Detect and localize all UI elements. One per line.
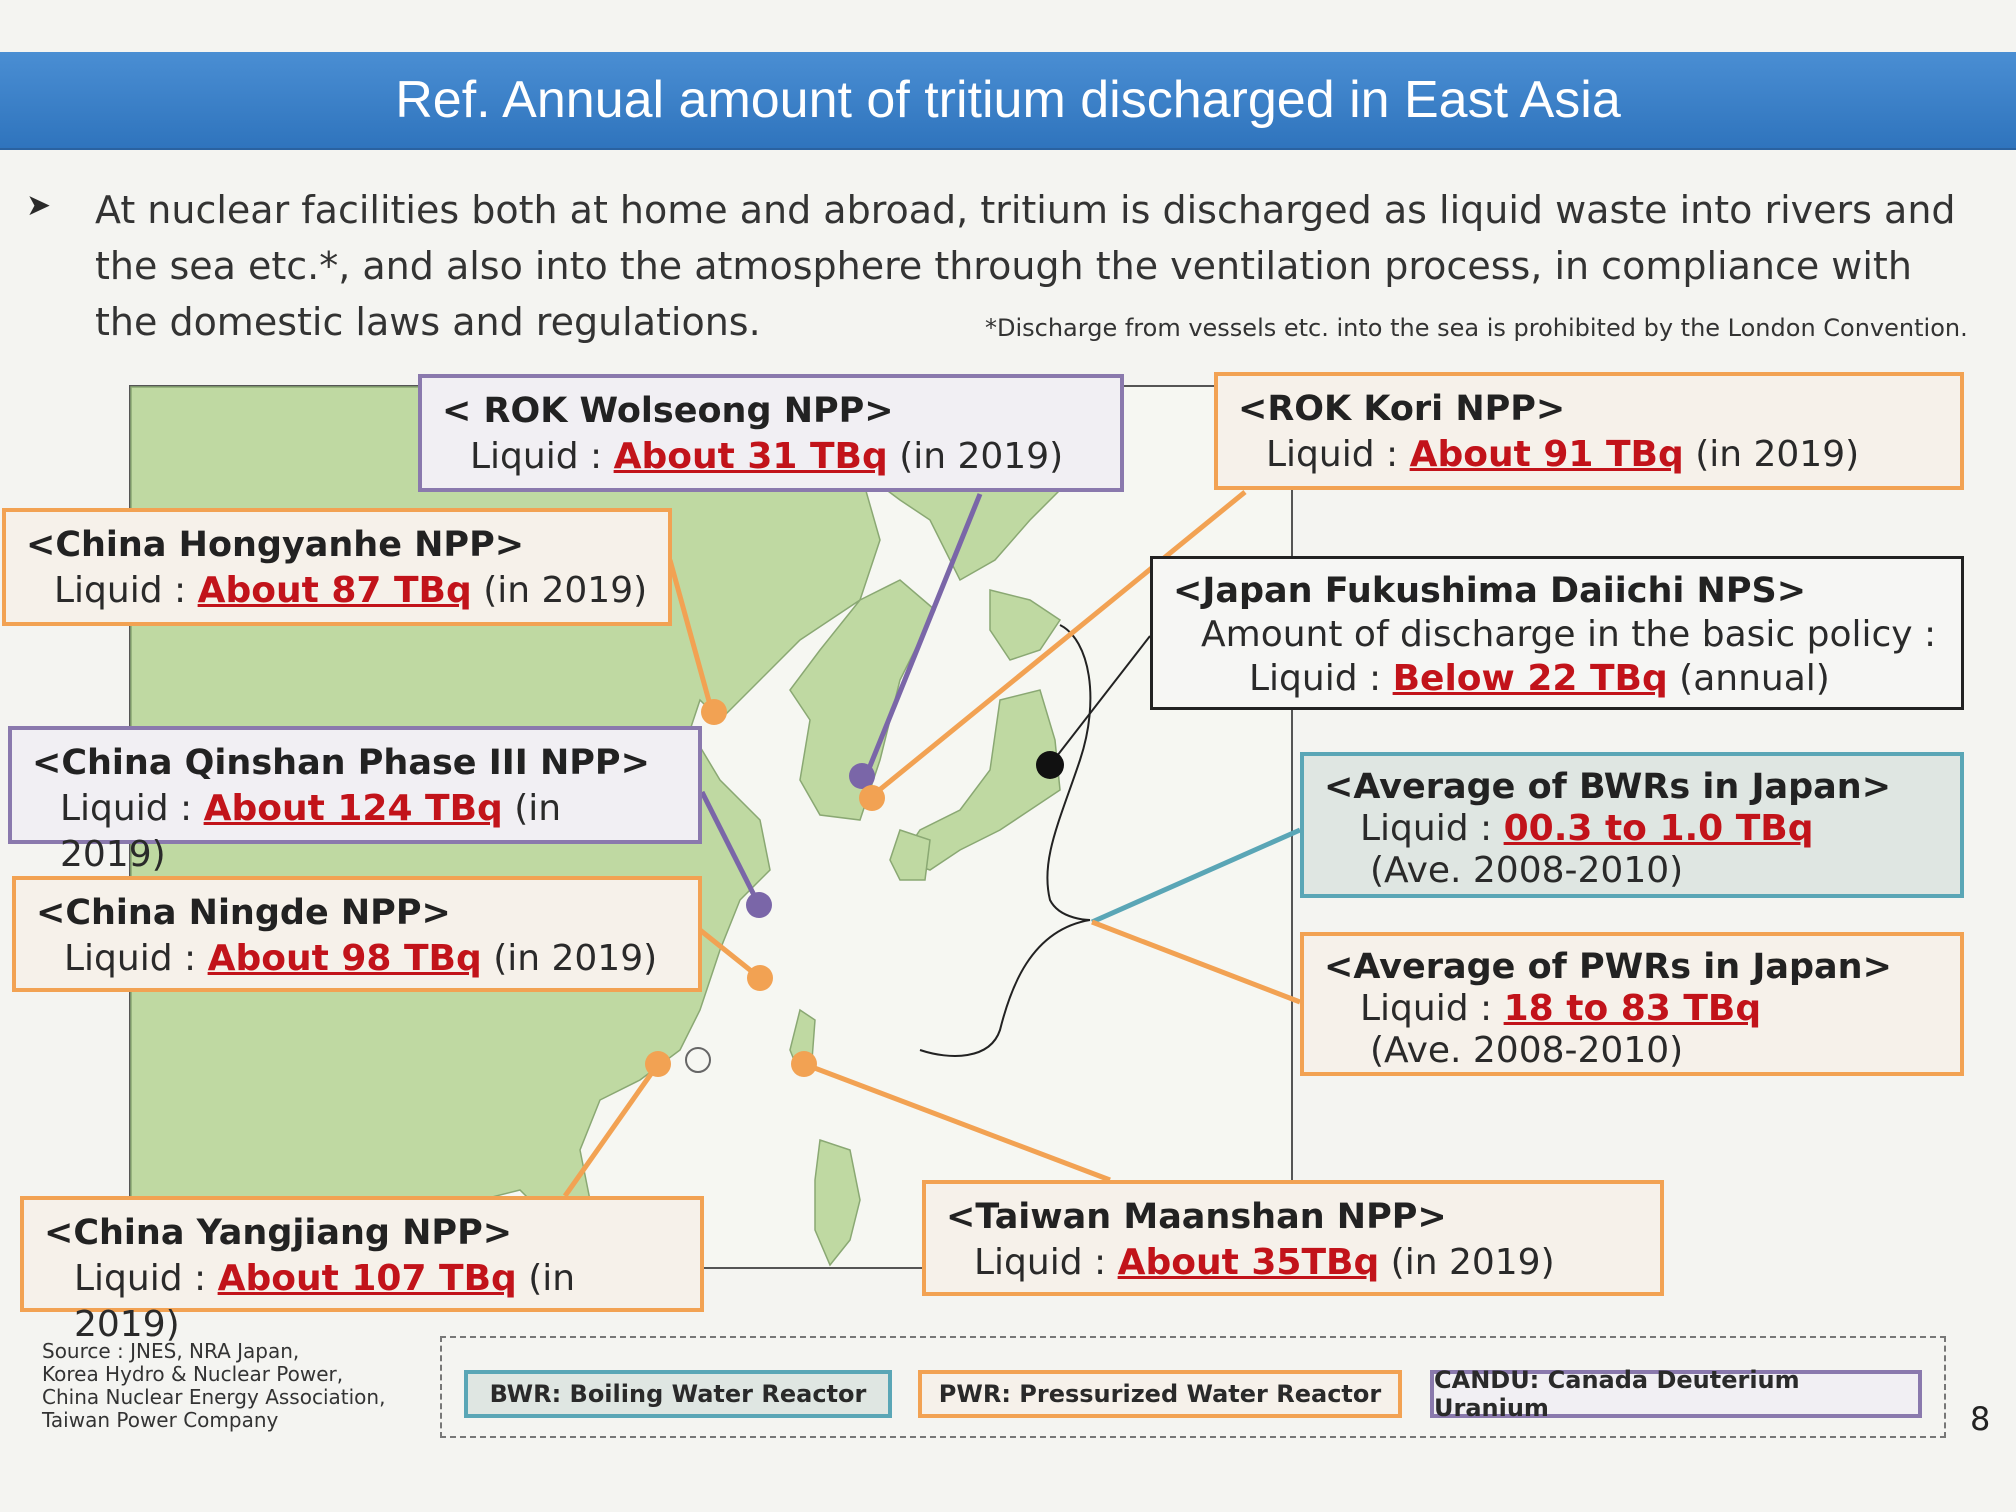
box-wolseong-value: About 31 TBq <box>613 436 888 477</box>
yangjiang-marker <box>645 1051 671 1077</box>
wolseong-connector <box>863 493 983 777</box>
box-bwr-value: 00.3 to 1.0 TBq <box>1503 808 1814 849</box>
box-qinshan: <China Qinshan Phase III NPP> Liquid : A… <box>8 726 702 875</box>
box-pwr-average: <Average of PWRs in Japan> Liquid : 18 t… <box>1300 932 1964 1076</box>
box-kori-value: About 91 TBq <box>1409 434 1684 475</box>
box-hongyanhe: <China Hongyanhe NPP> Liquid : About 87 … <box>2 508 672 626</box>
box-hongyanhe-value: About 87 TBq <box>197 570 472 611</box>
hongyanhe-marker <box>701 699 727 725</box>
kori-connector <box>870 490 1247 798</box>
box-maanshan-name: <Taiwan Maanshan NPP> <box>946 1197 1447 1237</box>
fukushima-marker <box>1036 751 1064 779</box>
boundary-line <box>919 624 1092 1057</box>
box-yangjiang-value: About 107 TBq <box>217 1258 517 1299</box>
intro-text: At nuclear facilities both at home and a… <box>95 188 1956 344</box>
qinshan-marker <box>746 892 772 918</box>
box-ningde-name: <China Ningde NPP> <box>36 893 451 933</box>
box-ningde-value: About 98 TBq <box>207 938 482 979</box>
maanshan-connector <box>803 1061 1111 1183</box>
yangjiang-connector <box>562 1062 661 1198</box>
box-ningde: <China Ningde NPP> Liquid : About 98 TBq… <box>12 876 702 992</box>
box-fukushima-policy: Amount of discharge in the basic policy … <box>1201 614 1937 655</box>
japan-hokkaido <box>989 589 1062 661</box>
box-qinshan-value: About 124 TBq <box>203 788 503 829</box>
kori-marker <box>859 785 885 811</box>
source-credits: Source : JNES, NRA Japan, Korea Hydro & … <box>42 1339 386 1432</box>
hongyanhe-connector <box>667 559 715 713</box>
maanshan-marker <box>791 1051 817 1077</box>
box-maanshan-value: About 35TBq <box>1117 1242 1380 1283</box>
box-kori: <ROK Kori NPP> Liquid : About 91 TBq (in… <box>1214 372 1964 490</box>
legend-pwr: PWR: Pressurized Water Reactor <box>918 1370 1402 1418</box>
box-kori-name: <ROK Kori NPP> <box>1238 389 1566 429</box>
box-yangjiang: <China Yangjiang NPP> Liquid : About 107… <box>20 1196 704 1345</box>
wolseong-marker <box>849 763 875 789</box>
pwr-connector <box>1091 919 1301 1005</box>
philippines-landmass <box>814 1138 861 1267</box>
bwr-connector <box>1090 827 1302 925</box>
box-pwr-period: (Ave. 2008-2010) <box>1370 1030 1684 1071</box>
legend-candu: CANDU: Canada Deuterium Uranium <box>1430 1366 1922 1422</box>
box-wolseong-name: < ROK Wolseong NPP> <box>442 391 894 431</box>
box-fukushima-value: Below 22 TBq <box>1392 658 1668 699</box>
title-bar: Ref. Annual amount of tritium discharged… <box>0 52 2016 150</box>
box-maanshan: <Taiwan Maanshan NPP> Liquid : About 35T… <box>922 1180 1664 1296</box>
box-wolseong: < ROK Wolseong NPP> Liquid : About 31 TB… <box>418 374 1124 492</box>
box-hongyanhe-name: <China Hongyanhe NPP> <box>26 525 525 565</box>
ningde-marker <box>747 965 773 991</box>
page-number: 8 <box>1970 1400 1991 1438</box>
korea-landmass <box>789 579 936 821</box>
japan-kyushu <box>889 829 931 881</box>
box-fukushima: <Japan Fukushima Daiichi NPS> Amount of … <box>1150 556 1964 710</box>
qinshan-connector <box>699 790 762 907</box>
arrow-bullet-icon: ➤ <box>26 188 52 223</box>
box-bwr-name: <Average of BWRs in Japan> <box>1324 767 1892 807</box>
box-pwr-name: <Average of PWRs in Japan> <box>1324 947 1892 987</box>
legend-bwr: BWR: Boiling Water Reactor <box>464 1370 892 1418</box>
japan-honshu <box>898 689 1061 871</box>
reactor-type-legend: BWR: Boiling Water Reactor PWR: Pressuri… <box>440 1336 1946 1438</box>
box-fukushima-name: <Japan Fukushima Daiichi NPS> <box>1173 571 1807 611</box>
daya-bay-marker <box>685 1047 711 1073</box>
box-qinshan-name: <China Qinshan Phase III NPP> <box>32 743 650 783</box>
footnote: *Discharge from vessels etc. into the se… <box>985 314 1968 342</box>
fukushima-connector <box>1049 635 1151 766</box>
page-title: Ref. Annual amount of tritium discharged… <box>395 71 1621 129</box>
box-bwr-average: <Average of BWRs in Japan> Liquid : 00.3… <box>1300 752 1964 898</box>
box-bwr-period: (Ave. 2008-2010) <box>1370 850 1684 891</box>
box-pwr-value: 18 to 83 TBq <box>1503 988 1762 1029</box>
box-yangjiang-name: <China Yangjiang NPP> <box>44 1213 513 1253</box>
